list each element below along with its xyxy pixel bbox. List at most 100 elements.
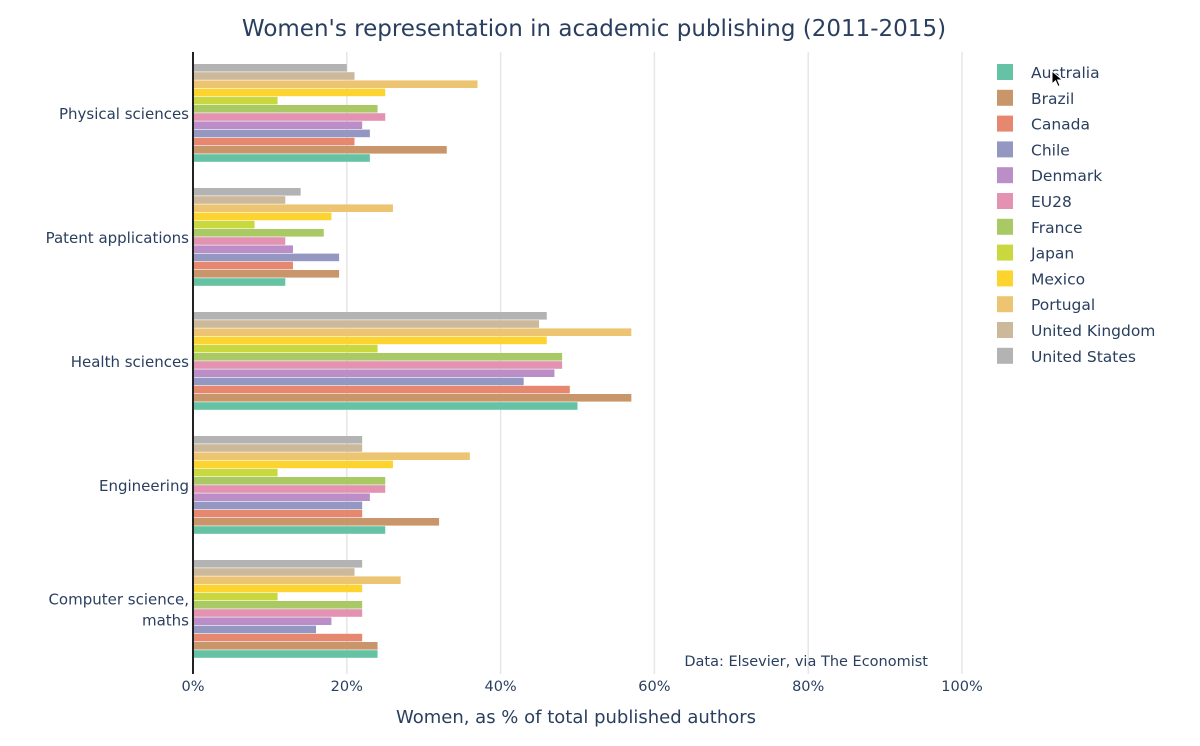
- bar: [193, 394, 632, 402]
- bar-group: [193, 64, 478, 162]
- legend-item[interactable]: Brazil: [997, 89, 1074, 108]
- bar: [193, 113, 386, 121]
- bar: [193, 493, 370, 501]
- legend-item[interactable]: Denmark: [997, 167, 1102, 185]
- bar-group: [193, 188, 393, 286]
- bar: [193, 72, 355, 80]
- legend-item[interactable]: France: [997, 218, 1083, 237]
- bar: [193, 220, 255, 229]
- bar: [193, 237, 286, 245]
- bar: [193, 80, 478, 88]
- category-label: Computer science,: [48, 591, 189, 609]
- legend-label: Mexico: [1031, 270, 1085, 288]
- legend-swatch: [997, 193, 1013, 209]
- legend-label: EU28: [1031, 193, 1072, 211]
- bar: [193, 452, 470, 460]
- legend-swatch: [997, 167, 1013, 184]
- legend-swatch: [997, 218, 1013, 235]
- bar: [193, 468, 278, 477]
- bar: [193, 485, 386, 493]
- legend-item[interactable]: Japan: [997, 244, 1074, 263]
- x-tick-label: 100%: [941, 679, 982, 695]
- bar: [193, 501, 363, 510]
- legend[interactable]: Australia Brazil Canada Chile Denmark EU28 Fra…: [997, 64, 1155, 366]
- legend-swatch: [997, 322, 1013, 338]
- bar: [193, 105, 378, 113]
- bar-group: [193, 436, 470, 534]
- legend-label: France: [1031, 219, 1083, 237]
- bar: [193, 188, 301, 196]
- bar: [193, 592, 278, 601]
- legend-item[interactable]: Chile: [997, 141, 1070, 159]
- legend-label: United Kingdom: [1031, 322, 1155, 340]
- bar-group: [193, 560, 401, 658]
- legend-label: Japan: [1030, 245, 1074, 263]
- category-label: Patent applications: [46, 229, 190, 247]
- legend-label: Portugal: [1031, 296, 1095, 314]
- bar: [193, 204, 393, 212]
- legend-item[interactable]: Canada: [997, 115, 1090, 134]
- legend-item[interactable]: Australia: [997, 64, 1100, 82]
- bar: [193, 320, 540, 328]
- bar: [193, 402, 578, 410]
- x-tick-labels: 0% 20% 40% 60% 80% 100%: [181, 679, 982, 695]
- bar: [193, 526, 386, 534]
- legend-swatch: [997, 270, 1013, 287]
- chart-title: Women's representation in academic publi…: [242, 16, 946, 42]
- mouse-pointer-icon: [1051, 70, 1064, 88]
- bar: [193, 444, 363, 452]
- bar: [193, 436, 363, 444]
- bar: [193, 154, 370, 162]
- legend-item[interactable]: United Kingdom: [997, 322, 1155, 340]
- x-axis-title: Women, as % of total published authors: [396, 707, 756, 728]
- category-label: Engineering: [99, 477, 189, 495]
- bar: [193, 633, 363, 642]
- bar: [193, 146, 447, 154]
- bar: [193, 261, 293, 270]
- bar: [193, 137, 355, 146]
- bar: [193, 642, 378, 650]
- bar: [193, 336, 547, 345]
- category-label: maths: [142, 612, 189, 630]
- bar: [193, 212, 332, 221]
- legend-label: Denmark: [1031, 167, 1102, 185]
- bar: [193, 650, 378, 658]
- bar: [193, 129, 370, 138]
- legend-swatch: [997, 296, 1013, 313]
- bar: [193, 312, 547, 320]
- legend-swatch: [997, 347, 1013, 364]
- bar: [193, 576, 401, 584]
- legend-item[interactable]: Portugal: [997, 296, 1095, 314]
- bar: [193, 344, 378, 353]
- x-tick-label: 80%: [792, 679, 824, 695]
- legend-item[interactable]: EU28: [997, 193, 1072, 211]
- legend-swatch: [997, 115, 1013, 132]
- bar: [193, 353, 563, 361]
- bar: [193, 509, 363, 518]
- bar: [193, 328, 632, 336]
- category-labels: Physical sciences Patent applications Heal…: [46, 105, 190, 630]
- legend-item[interactable]: Mexico: [997, 270, 1085, 288]
- bar: [193, 96, 278, 105]
- legend-swatch: [997, 89, 1013, 106]
- bar: [193, 617, 332, 625]
- x-tick-label: 20%: [331, 679, 363, 695]
- bar: [193, 584, 363, 593]
- x-tick-label: 0%: [181, 679, 204, 695]
- category-label: Health sciences: [71, 353, 189, 371]
- legend-label: United States: [1031, 348, 1136, 366]
- legend-swatch: [997, 141, 1013, 158]
- bar: [193, 609, 363, 617]
- bar: [193, 369, 555, 377]
- bar: [193, 121, 363, 129]
- category-label: Physical sciences: [59, 105, 189, 123]
- bar: [193, 477, 386, 485]
- bar: [193, 278, 286, 286]
- bar: [193, 460, 393, 469]
- legend-label: Brazil: [1031, 90, 1074, 108]
- legend-label: Australia: [1031, 64, 1100, 82]
- legend-item[interactable]: United States: [997, 347, 1136, 366]
- x-tick-label: 60%: [638, 679, 670, 695]
- bar: [193, 270, 340, 278]
